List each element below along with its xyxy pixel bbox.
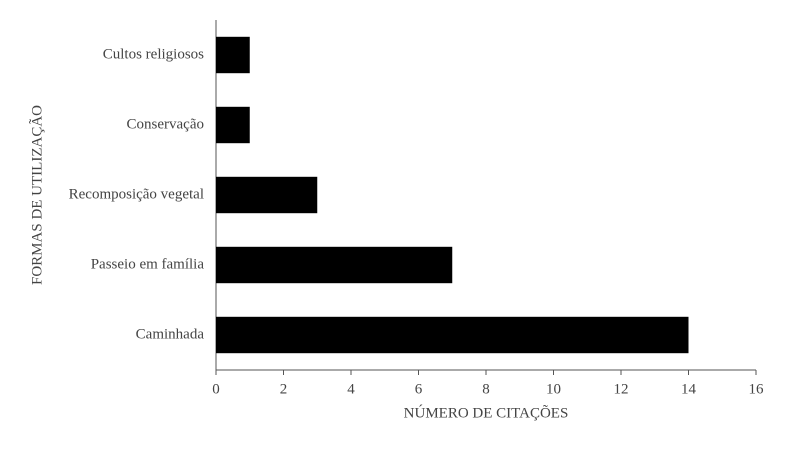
y-tick-label: Caminhada — [136, 326, 205, 342]
x-tick-label: 16 — [749, 381, 765, 397]
bar — [216, 246, 453, 284]
y-tick-label: Recomposição vegetal — [69, 186, 204, 202]
y-tick-label: Passeio em família — [91, 256, 205, 272]
x-tick-label: 8 — [482, 381, 490, 397]
x-tick-label: 10 — [546, 381, 561, 397]
bar — [216, 316, 689, 354]
bar — [216, 106, 250, 144]
bar — [216, 176, 318, 214]
x-axis-title: NÚMERO DE CITAÇÕES — [404, 404, 569, 421]
x-tick-label: 2 — [280, 381, 288, 397]
x-tick-label: 12 — [614, 381, 629, 397]
x-tick-label: 0 — [212, 381, 220, 397]
bar — [216, 36, 250, 74]
y-tick-label: Cultos religiosos — [103, 46, 204, 62]
x-tick-label: 6 — [415, 381, 423, 397]
x-tick-label: 14 — [681, 381, 697, 397]
y-axis-title: FORMAS DE UTILIZAÇÃO — [29, 105, 45, 285]
y-tick-label: Conservação — [127, 116, 204, 132]
x-tick-label: 4 — [347, 381, 355, 397]
